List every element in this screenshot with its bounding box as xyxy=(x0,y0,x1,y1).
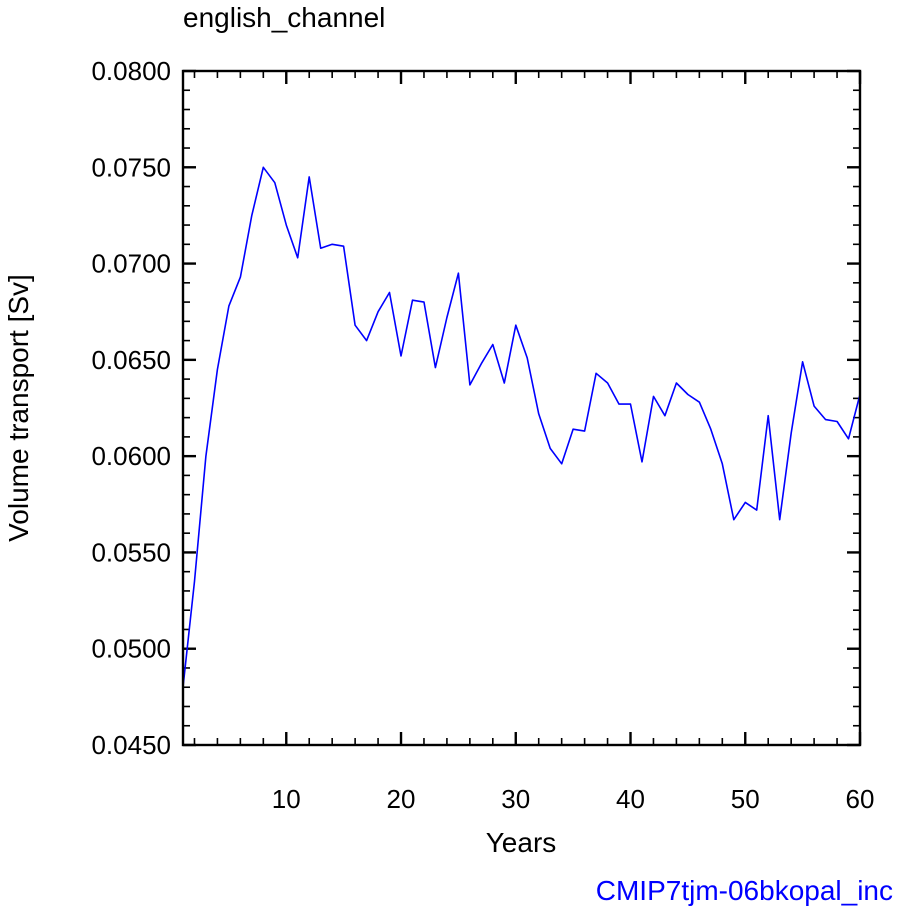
axis-ticks xyxy=(183,69,862,747)
x-tick-label: 30 xyxy=(501,784,530,814)
x-tick-label: 10 xyxy=(272,784,301,814)
y-tick-label: 0.0750 xyxy=(91,152,171,182)
plot-frame xyxy=(181,69,862,747)
x-tick-label: 60 xyxy=(846,784,875,814)
x-tick-label: 20 xyxy=(387,784,416,814)
y-tick-label: 0.0700 xyxy=(91,249,171,279)
x-tick-label: 40 xyxy=(616,784,645,814)
x-axis-label: Years xyxy=(486,827,557,858)
series-line xyxy=(182,166,861,688)
y-tick-label: 0.0550 xyxy=(91,537,171,567)
y-tick-label: 0.0450 xyxy=(91,730,171,760)
x-tick-label: 50 xyxy=(731,784,760,814)
y-axis-label: Volume transport [Sv] xyxy=(3,274,34,542)
y-tick-label: 0.0800 xyxy=(91,56,171,86)
y-tick-label: 0.0650 xyxy=(91,345,171,375)
y-tick-label: 0.0600 xyxy=(91,441,171,471)
axis-tick-labels: 10 20 30 40 50 60 0.0450 0.0500 0.0550 0.0600 0.06… xyxy=(91,56,874,814)
chart-title: english_channel xyxy=(183,2,385,33)
y-tick-label: 0.0500 xyxy=(91,634,171,664)
footer-label: CMIP7tjm-06bkopal_inc xyxy=(596,875,893,906)
